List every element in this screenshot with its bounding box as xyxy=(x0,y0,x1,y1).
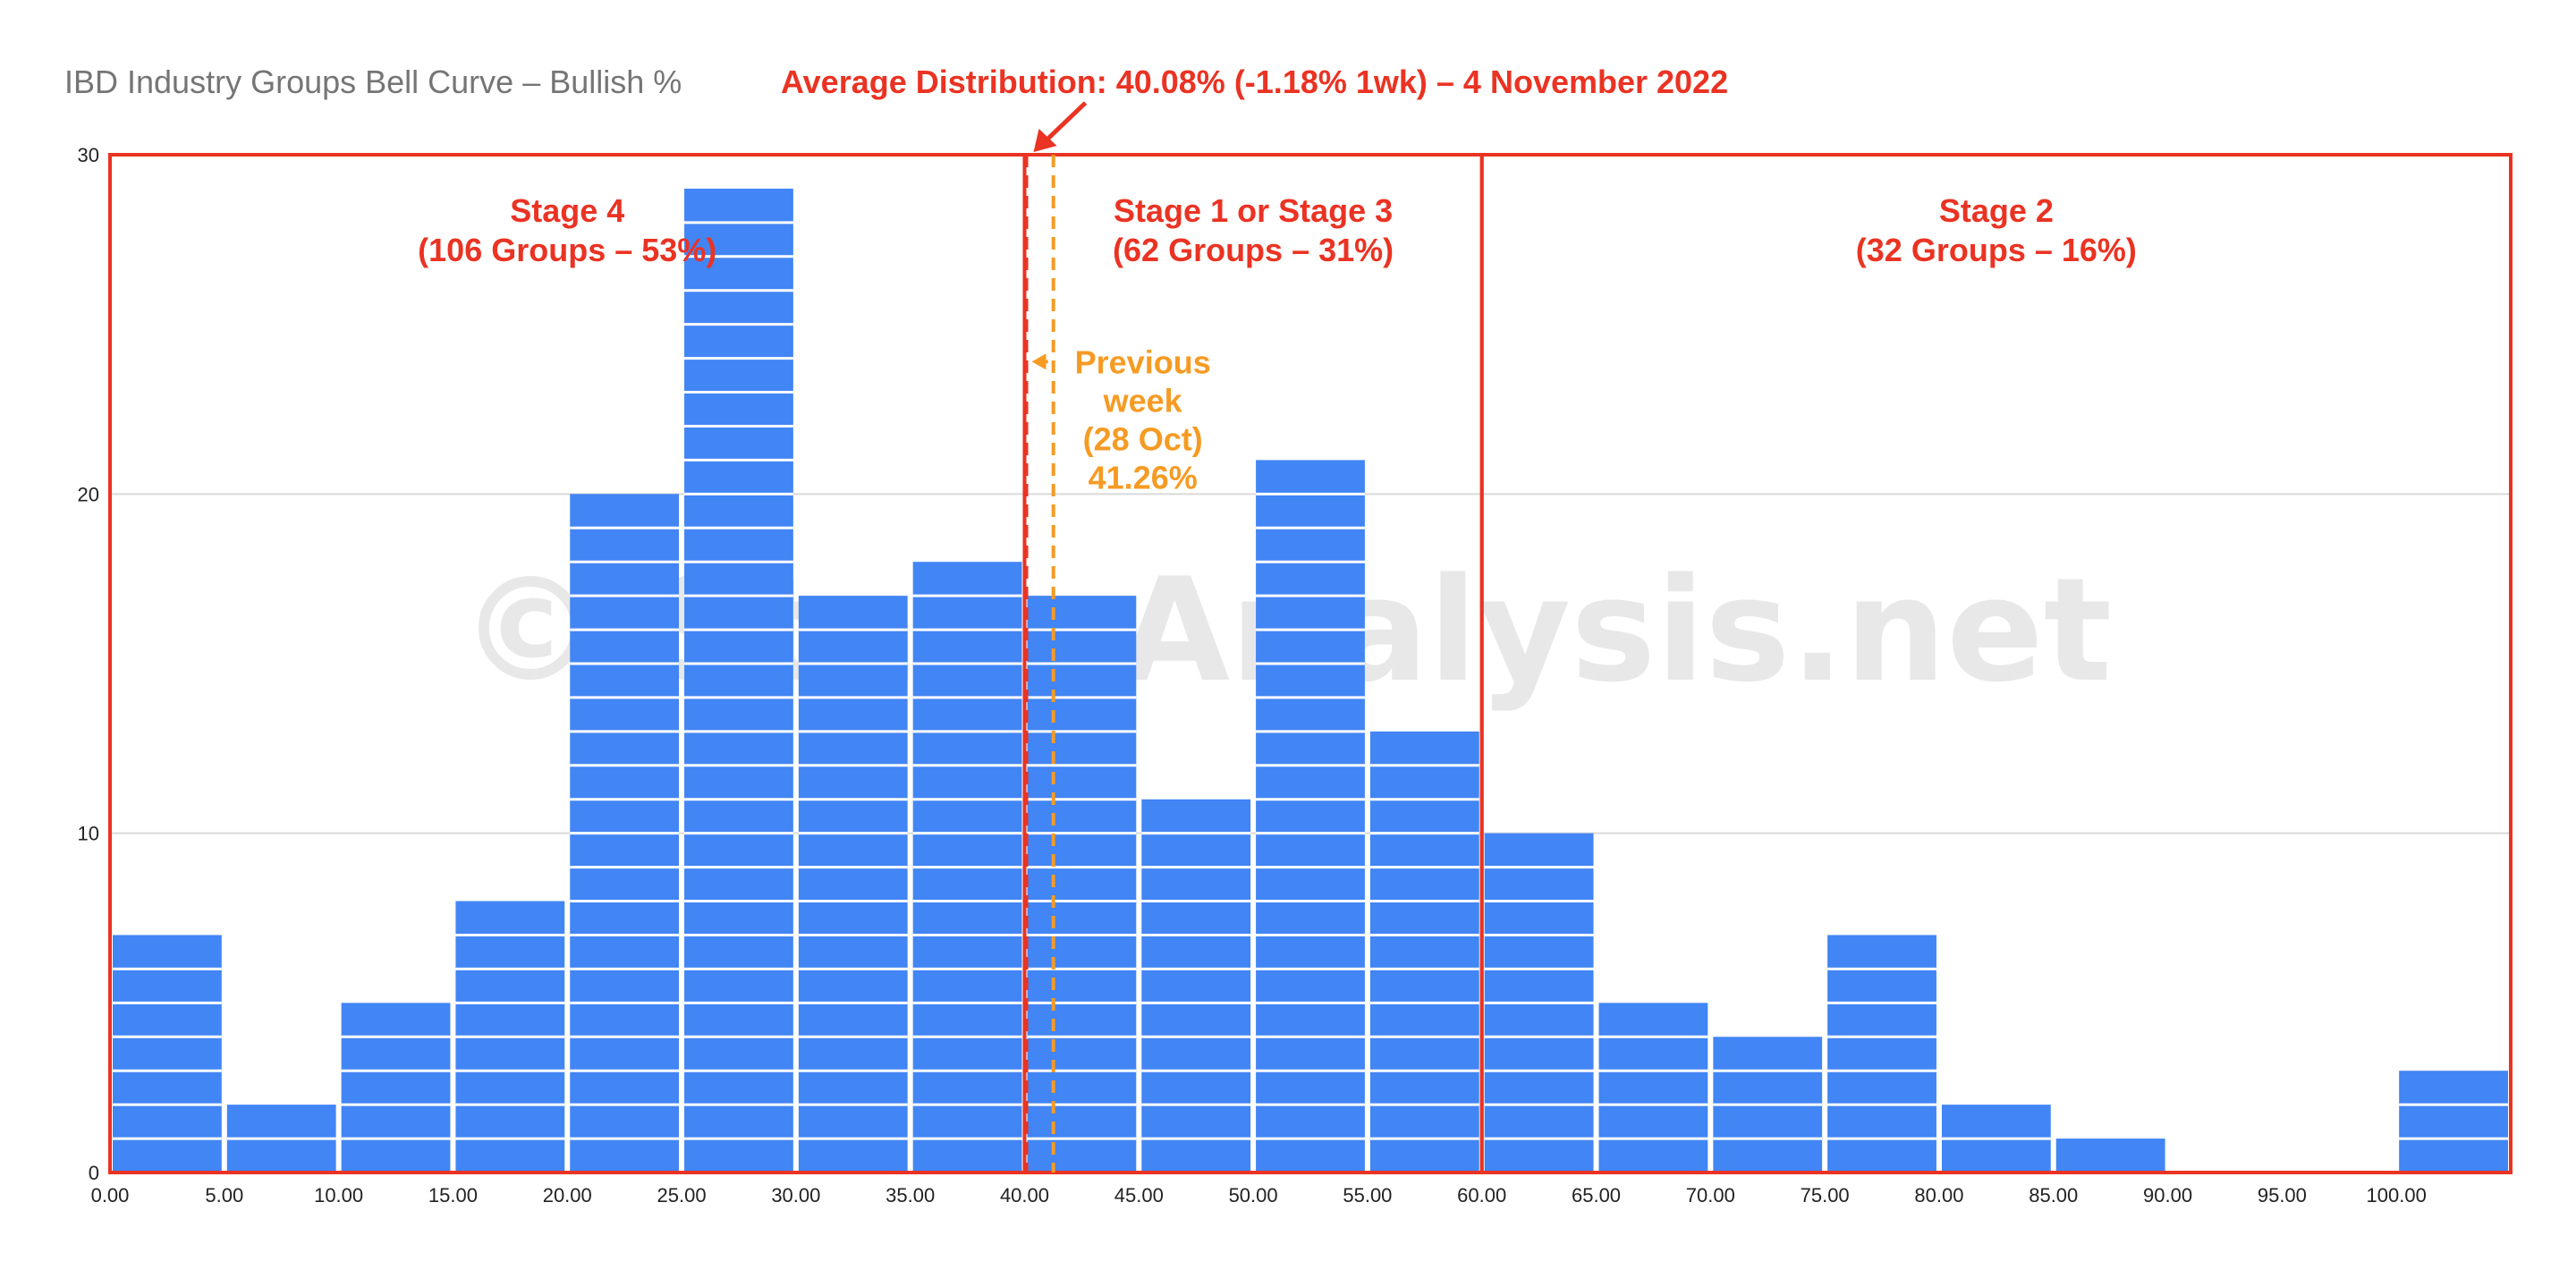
x-tick-label: 5.00 xyxy=(205,1184,243,1206)
bar-fill xyxy=(341,1003,451,1173)
chart-title: IBD Industry Groups Bell Curve – Bullish… xyxy=(64,64,682,100)
x-tick-label: 35.00 xyxy=(886,1184,935,1206)
histogram-bar xyxy=(1713,1037,1823,1173)
histogram-bar xyxy=(1827,935,1936,1173)
headline-arrow-shaft xyxy=(1044,101,1088,142)
shift-arrow xyxy=(1031,353,1048,370)
bar-fill xyxy=(1256,460,1365,1173)
histogram-bar xyxy=(2055,1139,2165,1173)
bar-fill xyxy=(1027,596,1137,1173)
stage-zone-label: (106 Groups – 53%) xyxy=(418,232,716,268)
histogram-bar xyxy=(1141,799,1251,1173)
y-tick-label: 30 xyxy=(78,144,99,166)
previous-week-label: 41.26% xyxy=(1089,459,1198,495)
histogram-bar xyxy=(684,188,793,1173)
x-tick-label: 70.00 xyxy=(1686,1184,1735,1206)
histogram-bar xyxy=(1256,460,1365,1173)
x-tick-label: 60.00 xyxy=(1457,1184,1506,1206)
stage-zone-label: (32 Groups – 16%) xyxy=(1856,232,2137,268)
bar-fill xyxy=(1598,1003,1708,1173)
x-tick-label: 75.00 xyxy=(1801,1184,1850,1206)
x-tick-label: 25.00 xyxy=(657,1184,707,1206)
y-tick-label: 10 xyxy=(78,823,99,845)
x-tick-label: 95.00 xyxy=(2258,1184,2307,1206)
y-tick-label: 0 xyxy=(89,1162,99,1184)
stage-zone-label: Stage 4 xyxy=(510,192,624,229)
histogram-bar xyxy=(455,901,565,1173)
x-tick-label: 45.00 xyxy=(1114,1184,1164,1206)
x-tick-label: 85.00 xyxy=(2029,1184,2078,1206)
bar-fill xyxy=(684,188,793,1173)
x-tick-label: 80.00 xyxy=(1914,1184,1963,1206)
x-tick-label: 10.00 xyxy=(314,1184,363,1206)
headline-arrow xyxy=(1033,101,1088,152)
x-tick-label: 90.00 xyxy=(2143,1184,2192,1206)
x-tick-label: 40.00 xyxy=(1000,1184,1049,1206)
x-tick-label: 100.00 xyxy=(2367,1184,2427,1206)
average-distribution-headline: Average Distribution: 40.08% (-1.18% 1wk… xyxy=(781,64,1728,100)
stage-zone-label: (62 Groups – 31%) xyxy=(1113,232,1394,268)
previous-week-label: Previous xyxy=(1075,343,1211,380)
x-tick-label: 15.00 xyxy=(428,1184,478,1206)
headline-arrow-head xyxy=(1033,129,1057,152)
bar-fill xyxy=(1827,935,1936,1173)
histogram-bar xyxy=(1369,731,1479,1173)
x-tick-label: 0.00 xyxy=(91,1184,130,1206)
histogram-bar xyxy=(2399,1071,2508,1173)
bar-fill xyxy=(2399,1071,2508,1173)
histogram-bar xyxy=(1598,1003,1708,1173)
bar-fill xyxy=(1141,799,1251,1173)
plot-area: 0 10 20 30 0.00 5.00 10.00 15.00 20.00 25.00 30.00… xyxy=(78,101,2512,1206)
histogram-bar xyxy=(226,1105,336,1173)
x-tick-label: 55.00 xyxy=(1343,1184,1392,1206)
stage-zone-label: Stage 1 or Stage 3 xyxy=(1114,192,1393,229)
stage-zone-box xyxy=(1479,153,2512,1174)
histogram-bar xyxy=(1484,833,1594,1173)
bar-fill xyxy=(113,935,222,1173)
x-tick-label: 65.00 xyxy=(1572,1184,1621,1206)
histogram-bar xyxy=(341,1003,451,1173)
x-tick-label: 30.00 xyxy=(771,1184,820,1206)
bar-fill xyxy=(2055,1139,2165,1173)
histogram-bar xyxy=(912,562,1022,1173)
stage-zone-label: Stage 2 xyxy=(1939,192,2054,229)
bar-fill xyxy=(1369,731,1479,1173)
x-tick-label: 50.00 xyxy=(1229,1184,1278,1206)
histogram-bar xyxy=(1941,1105,2051,1173)
histogram-bar xyxy=(113,935,222,1173)
histogram-bar xyxy=(798,596,908,1173)
shift-arrow-head xyxy=(1031,353,1046,370)
bar-fill xyxy=(798,596,908,1173)
previous-week-label: week xyxy=(1103,382,1183,419)
histogram-bar xyxy=(570,494,680,1173)
y-tick-label: 20 xyxy=(78,483,99,505)
previous-week-label: (28 Oct) xyxy=(1083,420,1203,457)
x-tick-label: 20.00 xyxy=(543,1184,592,1206)
histogram-bar xyxy=(1027,596,1137,1173)
